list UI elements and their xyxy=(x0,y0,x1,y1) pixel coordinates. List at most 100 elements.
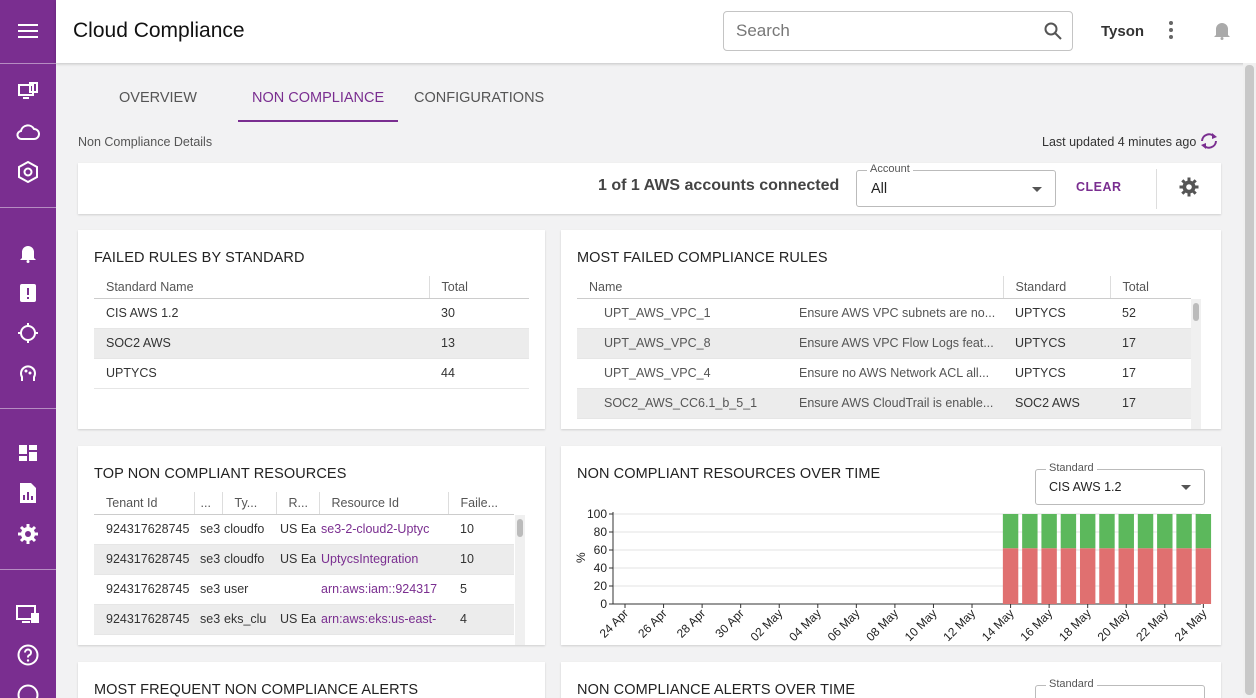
table-row[interactable]: UPT_AWS_VPC_1 Ensure AWS VPC subnets are … xyxy=(577,298,1191,329)
tab-configurations[interactable]: CONFIGURATIONS xyxy=(414,90,545,106)
col-ellipsis[interactable]: ... xyxy=(194,492,223,515)
monitor-icon[interactable] xyxy=(16,603,40,627)
bar-segment xyxy=(1176,548,1192,604)
tab-overview[interactable]: OVERVIEW xyxy=(119,90,197,106)
col-failed[interactable]: Faile... xyxy=(448,492,514,515)
bar-segment xyxy=(1137,514,1154,549)
search-box[interactable] xyxy=(723,11,1073,51)
col-tenant-id[interactable]: Tenant Id xyxy=(94,492,195,515)
type-cell: eks_clu xyxy=(222,604,276,635)
col-name[interactable]: Name xyxy=(577,276,1004,299)
x-tick-label: 30 Apr xyxy=(712,606,746,640)
user-name[interactable]: Tyson xyxy=(1101,23,1145,40)
sidebar xyxy=(0,0,56,698)
kubernetes-icon[interactable] xyxy=(16,160,40,184)
menu-icon[interactable] xyxy=(16,19,40,43)
col-total[interactable]: Total xyxy=(1110,276,1191,299)
standard-select-label: Standard xyxy=(1046,678,1097,690)
x-tick-label: 10 May xyxy=(902,606,940,644)
total-cell: 17 xyxy=(1110,358,1191,389)
table-row[interactable]: CIS AWS 1.2 30 xyxy=(94,298,529,329)
type-cell: cloudfo xyxy=(222,544,276,575)
x-tick-label: 28 Apr xyxy=(674,606,708,640)
region-cell: US Ea xyxy=(276,514,319,545)
dashboard-icon[interactable] xyxy=(16,441,40,465)
x-tick-label: 24 Apr xyxy=(597,606,631,640)
brain-icon[interactable] xyxy=(16,361,40,385)
standard-select-label: Standard xyxy=(1046,462,1097,474)
table-row[interactable]: 924317628745 se3 eks_clu US Ea arn:aws:eks:u… xyxy=(94,604,514,635)
standard-select[interactable]: Standard CIS AWS 1.2 xyxy=(1035,462,1205,505)
more-vert-icon[interactable] xyxy=(1168,20,1174,45)
devices-icon[interactable] xyxy=(16,80,40,104)
x-tick-label: 16 May xyxy=(1018,606,1056,644)
resource-id-link[interactable]: arn:aws:iam::924317 xyxy=(319,574,448,605)
standard-select[interactable]: Standard xyxy=(1035,678,1205,698)
table-row[interactable]: 924317628745 se3 user arn:aws:iam::924317 5 xyxy=(94,574,514,605)
x-tick-label: 06 May xyxy=(825,606,863,644)
bar-segment xyxy=(1022,548,1038,604)
dropdown-arrow-icon[interactable] xyxy=(1181,485,1191,490)
col-resource-id[interactable]: Resource Id xyxy=(319,492,449,515)
help-icon[interactable] xyxy=(16,643,40,667)
bar-segment xyxy=(1157,514,1173,549)
bar-segment xyxy=(1079,548,1096,604)
table-row[interactable]: SOC2 AWS 13 xyxy=(94,328,529,359)
account-select[interactable]: Account All xyxy=(856,163,1056,207)
col-type[interactable]: Ty... xyxy=(222,492,277,515)
accounts-connected-text: 1 of 1 AWS accounts connected xyxy=(598,177,840,194)
resource-id-link[interactable]: UptycsIntegration xyxy=(319,544,448,575)
col-standard[interactable]: Standard xyxy=(1003,276,1111,299)
top-resources-card: TOP NON COMPLIANT RESOURCES Tenant Id ..… xyxy=(78,446,545,645)
col-region[interactable]: R... xyxy=(276,492,320,515)
cloud-icon[interactable] xyxy=(16,120,40,144)
standard-select-value: CIS AWS 1.2 xyxy=(1049,480,1122,494)
y-axis-label: % xyxy=(574,552,588,563)
tenant-cell: 924317628745 xyxy=(94,514,194,545)
y-tick-label: 40 xyxy=(594,561,608,575)
search-icon[interactable] xyxy=(1044,22,1062,45)
y-tick-label: 20 xyxy=(594,579,608,593)
col-standard-name[interactable]: Standard Name xyxy=(94,276,430,299)
bar-segment xyxy=(1060,548,1077,604)
table-row[interactable]: 924317628745 se3 cloudfo US Ea UptycsIntegra… xyxy=(94,544,514,575)
tab-non-compliance[interactable]: NON COMPLIANCE xyxy=(252,90,385,106)
table-scrollbar[interactable] xyxy=(1191,299,1201,429)
resource-id-link[interactable]: arn:aws:eks:us-east- xyxy=(319,604,448,635)
failed-rules-table: Standard Name Total CIS AWS 1.2 30 SOC2 AW… xyxy=(94,276,529,389)
table-scrollbar[interactable] xyxy=(515,515,525,645)
page-scrollbar[interactable] xyxy=(1243,63,1256,698)
dropdown-arrow-icon[interactable] xyxy=(1032,187,1042,192)
resources-over-time-title: NON COMPLIANT RESOURCES OVER TIME xyxy=(577,466,881,482)
search-input[interactable] xyxy=(736,21,1026,41)
col2-cell: se3 xyxy=(194,514,222,545)
y-tick-label: 0 xyxy=(600,597,607,611)
table-row[interactable]: UPTYCS 44 xyxy=(94,358,529,389)
table-row[interactable]: UPT_AWS_VPC_4 Ensure no AWS Network ACL a… xyxy=(577,358,1191,389)
target-icon[interactable] xyxy=(16,321,40,345)
most-failed-rules-table: Name Standard Total UPT_AWS_VPC_1 Ensure AW… xyxy=(577,276,1191,419)
col-total[interactable]: Total xyxy=(429,276,529,299)
bar-segment xyxy=(1099,548,1115,604)
clear-button[interactable]: CLEAR xyxy=(1076,180,1122,194)
settings-gear-icon[interactable] xyxy=(1178,176,1200,203)
refresh-icon[interactable] xyxy=(1199,131,1219,156)
report-icon[interactable] xyxy=(16,481,40,505)
x-tick-label: 02 May xyxy=(748,606,786,644)
x-tick-label: 04 May xyxy=(786,606,824,644)
table-row[interactable]: SOC2_AWS_CC6.1_b_5_1 Ensure AWS CloudTrai… xyxy=(577,388,1191,419)
y-tick-label: 80 xyxy=(594,525,608,539)
total-cell: 13 xyxy=(429,328,529,359)
settings-icon[interactable] xyxy=(16,522,40,546)
col2-cell: se3 xyxy=(194,604,222,635)
bar-segment xyxy=(1118,514,1134,549)
resource-id-link[interactable]: se3-2-cloud2-Uptyc xyxy=(319,514,448,545)
clipboard-alert-icon[interactable] xyxy=(16,280,40,304)
alerts-bell-icon[interactable] xyxy=(16,241,40,265)
table-row[interactable]: 924317628745 se3 cloudfo US Ea se3-2-cloud2-… xyxy=(94,514,514,545)
x-tick-label: 22 May xyxy=(1133,606,1171,644)
notification-bell-icon[interactable] xyxy=(1213,20,1231,45)
table-row[interactable]: UPT_AWS_VPC_8 Ensure AWS VPC Flow Logs fe… xyxy=(577,328,1191,359)
tenant-cell: 924317628745 xyxy=(94,544,194,575)
code-icon[interactable] xyxy=(16,683,40,698)
